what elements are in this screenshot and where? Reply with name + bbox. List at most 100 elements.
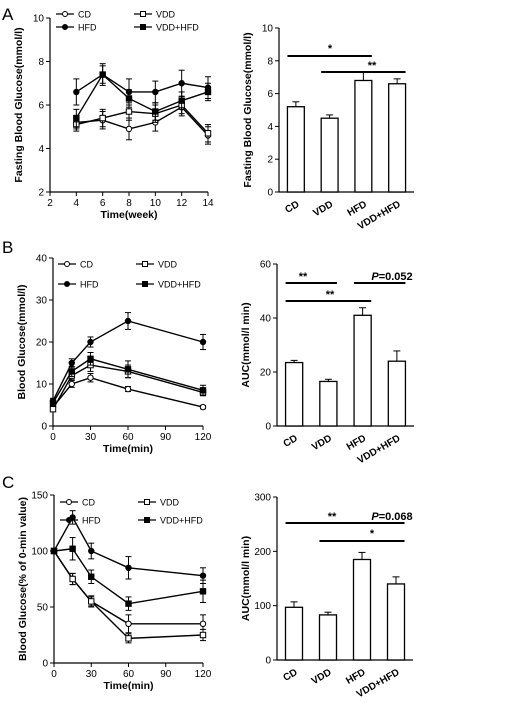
series-line — [75, 73, 209, 93]
y-axis-label: Blood Glucose(mmol/l) — [16, 285, 28, 400]
legend-label: HFD — [80, 280, 99, 290]
data-point — [73, 114, 80, 122]
data-point — [199, 572, 207, 579]
y-tick-label: 60 — [260, 260, 272, 271]
data-point — [50, 547, 58, 555]
series-vdd-hfd — [49, 352, 207, 407]
bar-hfd — [354, 79, 373, 193]
data-point — [124, 366, 132, 373]
y-tick-label: 10 — [36, 380, 48, 391]
data-point — [199, 387, 207, 394]
data-point — [199, 631, 207, 639]
significance-marker: ** — [285, 289, 372, 302]
x-tick-label: 90 — [160, 669, 172, 680]
data-point — [125, 635, 132, 642]
significance-label: P=0.068 — [371, 511, 412, 523]
legend-label: VDD+HFD — [160, 516, 203, 526]
bar-cd — [284, 361, 304, 427]
data-point — [125, 564, 132, 571]
data-point — [124, 317, 132, 325]
y-tick-label: 2 — [38, 188, 44, 199]
x-tick-label: 2 — [47, 198, 53, 209]
panel-b-line-chart: 0 10 20 30 40 0 30 60 90 120 Time(min) Blood Glucos… — [16, 254, 212, 456]
x-axis-label: Time(week) — [101, 209, 158, 221]
series-cd — [49, 373, 207, 411]
series-vdd — [50, 547, 207, 644]
panel-c-line-chart: 0 50 100 150 0 30 60 90 120 Time(min) Blood Glucos… — [17, 491, 212, 693]
y-tick-label: 4 — [38, 144, 44, 155]
series-line — [76, 106, 209, 136]
data-point — [88, 547, 95, 555]
y-tick-label: 4 — [267, 122, 273, 133]
y-tick-label: 6 — [267, 89, 273, 100]
significance-marker: ** — [285, 511, 371, 524]
bar-vdd-hfd — [388, 83, 407, 193]
data-point — [49, 406, 57, 413]
y-axis-label: Fasting Blood Glucose(mmol/l) — [242, 32, 254, 187]
panel-label-c: C — [2, 473, 14, 492]
data-point — [199, 403, 207, 411]
y-tick-label: 30 — [36, 296, 48, 307]
legend-label: VDD+HFD — [156, 23, 199, 33]
x-tick-label: HFD — [345, 433, 368, 453]
bar-hfd — [353, 314, 372, 427]
data-point — [68, 359, 75, 367]
bar-hfd — [352, 558, 372, 661]
legend-label: CD — [80, 260, 93, 270]
y-tick-label: 40 — [36, 254, 48, 265]
bar-vdd — [318, 614, 338, 661]
x-tick-label: VDD — [311, 199, 335, 219]
data-point — [69, 575, 76, 583]
series-line — [76, 104, 209, 134]
y-tick-label: 20 — [36, 338, 48, 349]
legend-label: VDD+HFD — [158, 280, 201, 290]
legend-swatch-marker — [144, 517, 150, 523]
x-tick-label: 4 — [74, 198, 80, 209]
y-tick-label: 0 — [265, 656, 271, 667]
y-axis-label: Blood Glucose(% of 0-min value) — [17, 497, 29, 661]
y-tick-label: 50 — [37, 603, 49, 614]
y-tick-label: 0 — [42, 659, 48, 670]
legend-label: HFD — [82, 516, 101, 526]
data-point — [152, 108, 159, 115]
significance-marker: ** — [321, 60, 406, 73]
data-point — [87, 355, 94, 363]
legend-swatch-marker — [140, 11, 146, 17]
data-point — [69, 545, 76, 552]
series-vdd-hfd — [50, 537, 207, 611]
legend-swatch-marker — [142, 281, 148, 287]
bar-vdd — [320, 117, 339, 193]
y-tick-label: 10 — [262, 24, 274, 35]
x-tick-label: HFD — [344, 667, 367, 687]
legend: CD VDD HFD VDD+HFD — [56, 10, 199, 33]
y-tick-label: 2 — [267, 155, 273, 166]
legend-label: CD — [82, 498, 95, 508]
series-line — [52, 376, 204, 408]
x-tick-label: 120 — [195, 432, 212, 443]
y-tick-label: 300 — [254, 493, 271, 504]
data-point — [99, 71, 106, 78]
significance-label: ** — [328, 511, 337, 523]
legend-label: VDD — [156, 10, 176, 20]
legend-label: CD — [78, 10, 91, 20]
legend-label: HFD — [78, 23, 97, 33]
bar-vdd-hfd — [387, 360, 407, 427]
data-point — [204, 88, 212, 96]
bar-cd — [284, 606, 304, 661]
data-point — [125, 125, 133, 133]
legend-swatch-marker — [142, 261, 148, 267]
data-point — [125, 95, 133, 102]
y-tick-label: 40 — [260, 314, 272, 325]
bar-vdd-hfd — [386, 583, 406, 661]
significance-label: P=0.052 — [371, 271, 412, 283]
x-tick-label: 60 — [122, 432, 134, 443]
bar-cd — [286, 106, 305, 193]
legend-swatch-marker — [66, 499, 72, 505]
legend-swatch-marker — [62, 24, 68, 30]
x-tick-label: 30 — [85, 432, 97, 443]
x-tick-label: 0 — [50, 432, 56, 443]
x-tick-label: HFD — [346, 199, 369, 219]
legend-swatch-marker — [66, 517, 72, 523]
x-tick-label: 8 — [126, 198, 132, 209]
